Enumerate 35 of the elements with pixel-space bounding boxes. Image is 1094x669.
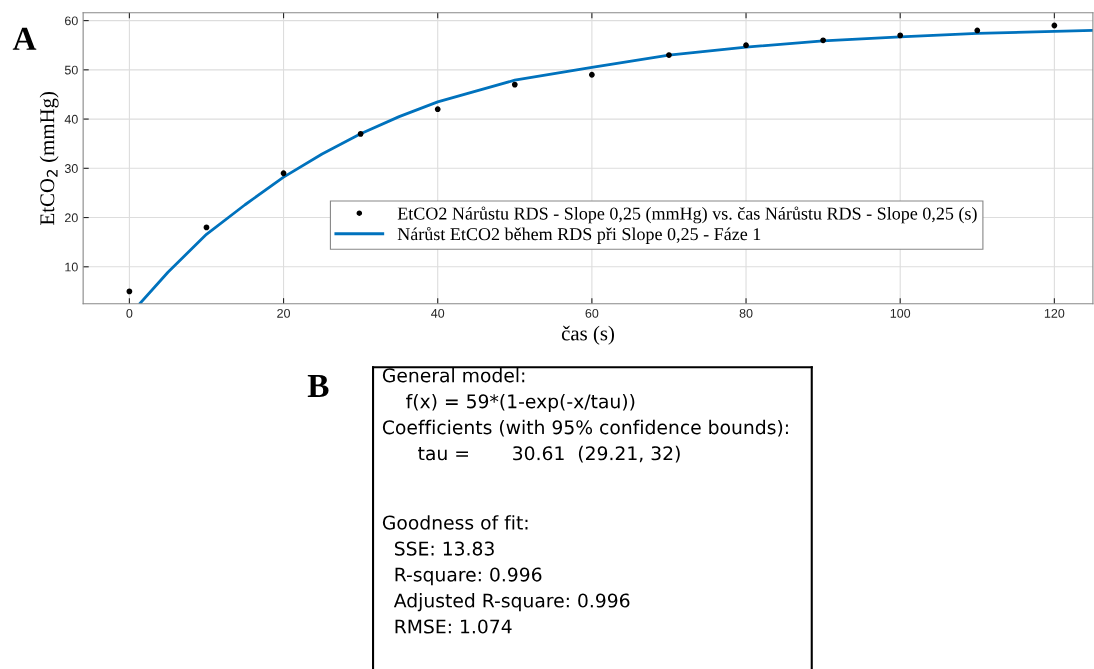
point: [434, 106, 441, 113]
legend-label: EtCO2 Nárůstu RDS - Slope 0,25 (mmHg) vs. čas Nárůstu RDS - Slope 0,25 (s): [397, 206, 977, 224]
y-tick-label: 20: [65, 213, 78, 223]
point: [280, 170, 287, 177]
x-tick-label: 20: [277, 308, 291, 318]
y-tick-label: 30: [64, 164, 78, 173]
y-tick-label: 60: [65, 16, 78, 26]
x-axis-title: čas (s): [561, 325, 614, 345]
point: [203, 224, 210, 231]
x-tick-label: 0: [126, 308, 133, 318]
point: [511, 81, 518, 88]
chart-title: A: [12, 27, 37, 50]
text: General model: f(x) = 59*(1-exp(-x/tau)) Coefficients (with 95% confidence bounds): tau = 30.61 (29.21, 32): [382, 367, 788, 463]
point: [897, 32, 904, 39]
y-tick-label: 40: [64, 114, 78, 124]
x-tick-label: 80: [739, 308, 753, 318]
x-tick-label: 40: [431, 308, 445, 318]
y-axis-title: EtCO$_{2}$ (mmHg): [39, 91, 59, 225]
point: [820, 37, 827, 44]
point: [126, 288, 133, 295]
y-tick-label: 50: [64, 65, 78, 75]
y-tick-label: 10: [65, 262, 78, 272]
x-tick-label: 100: [890, 308, 911, 318]
point: [1051, 22, 1058, 29]
point: [357, 130, 364, 137]
text: B: [307, 375, 329, 397]
point: [588, 71, 595, 78]
text: Goodness of fit: SSE: 13.83 R-square: 0.996 Adjusted R-square: 0.996 RMSE: 1.074: [382, 515, 630, 634]
point: [666, 52, 672, 58]
x-tick-label: 60: [585, 308, 599, 318]
x-tick-label: 120: [1044, 308, 1065, 318]
legend-label: Nárůst EtCO2 během RDS při Slope 0,25 - Fáze 1: [397, 226, 761, 244]
point: [743, 42, 749, 49]
point: [974, 27, 981, 34]
line-series: [138, 29, 1093, 304]
